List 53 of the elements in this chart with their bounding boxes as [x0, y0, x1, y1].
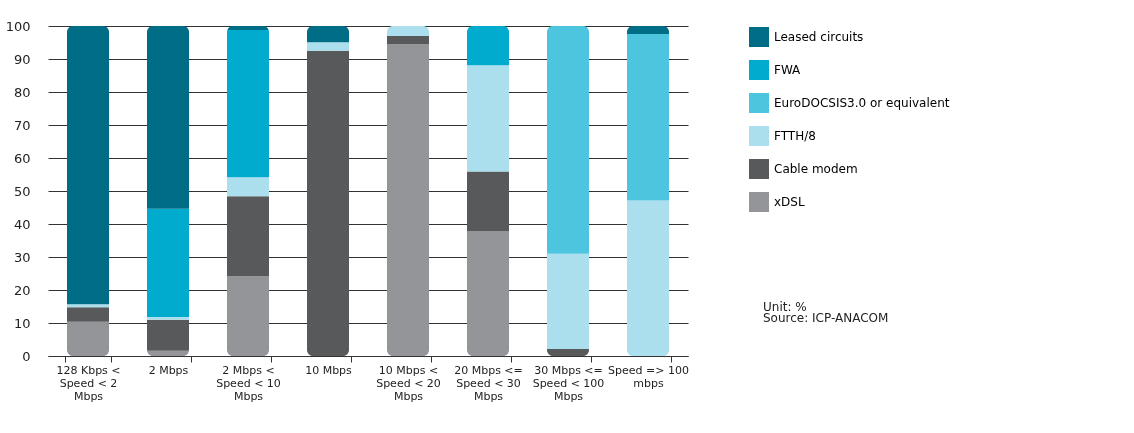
legend-label: xDSL — [774, 195, 805, 209]
bar — [147, 26, 189, 209]
bar — [227, 276, 269, 356]
bar — [307, 50, 349, 356]
bar — [387, 35, 429, 45]
bar — [147, 317, 189, 320]
x-tick-label: 30 Mbps <= Speed < 100 Mbps — [532, 363, 605, 403]
x-tick-label: 2 Mbps < Speed < 10 Mbps — [216, 363, 281, 403]
y-tick-label: 30 — [13, 249, 31, 265]
y-tick-label: 40 — [13, 216, 31, 232]
legend-label: FWA — [774, 63, 802, 77]
bar — [147, 319, 189, 351]
legend-label: EuroDOCSIS3.0 or equivalent — [774, 96, 950, 110]
bar — [547, 349, 589, 356]
y-tick-label: 20 — [13, 282, 31, 298]
y-tick-label: 80 — [13, 84, 31, 100]
legend-label: FTTH/8 — [774, 129, 816, 143]
bar — [387, 44, 429, 356]
bar — [227, 29, 269, 178]
bar — [67, 304, 109, 308]
bar — [467, 26, 509, 66]
bar — [147, 208, 189, 318]
y-tick-label: 10 — [13, 315, 31, 331]
legend-label: Cable modem — [774, 162, 858, 176]
bar — [467, 65, 509, 172]
bar — [67, 321, 109, 356]
bar — [67, 26, 109, 305]
bar — [227, 177, 269, 197]
x-tick-label: 20 Mbps <= Speed < 30 Mbps — [454, 363, 523, 403]
bar — [67, 307, 109, 322]
bar — [307, 26, 349, 43]
bar — [467, 230, 509, 356]
y-tick-label: 60 — [13, 150, 31, 166]
x-tick-label: 10 Mbps — [305, 363, 353, 377]
x-tick-label: 2 Mbps — [148, 363, 189, 377]
y-tick-label: 50 — [13, 183, 31, 199]
bar — [467, 171, 509, 231]
x-tick-label: 128 Kbps < Speed < 2 Mbps — [56, 363, 121, 403]
y-tick-label: 70 — [13, 117, 31, 133]
bar — [627, 33, 669, 201]
legend-label: Leased circuits — [774, 30, 864, 44]
bar — [547, 26, 589, 254]
y-tick-label: 100 — [5, 18, 31, 34]
x-tick-label: 10 Mbps < Speed < 20 Mbps — [376, 363, 441, 403]
x-tick-label: Speed => 100 mbps — [608, 363, 689, 390]
bar — [227, 196, 269, 277]
bar — [547, 253, 589, 350]
y-tick-label: 90 — [13, 51, 31, 67]
bar — [627, 200, 669, 356]
y-tick-label: 0 — [22, 348, 31, 364]
bar — [387, 26, 429, 36]
bar — [307, 42, 349, 51]
bar — [627, 26, 669, 34]
